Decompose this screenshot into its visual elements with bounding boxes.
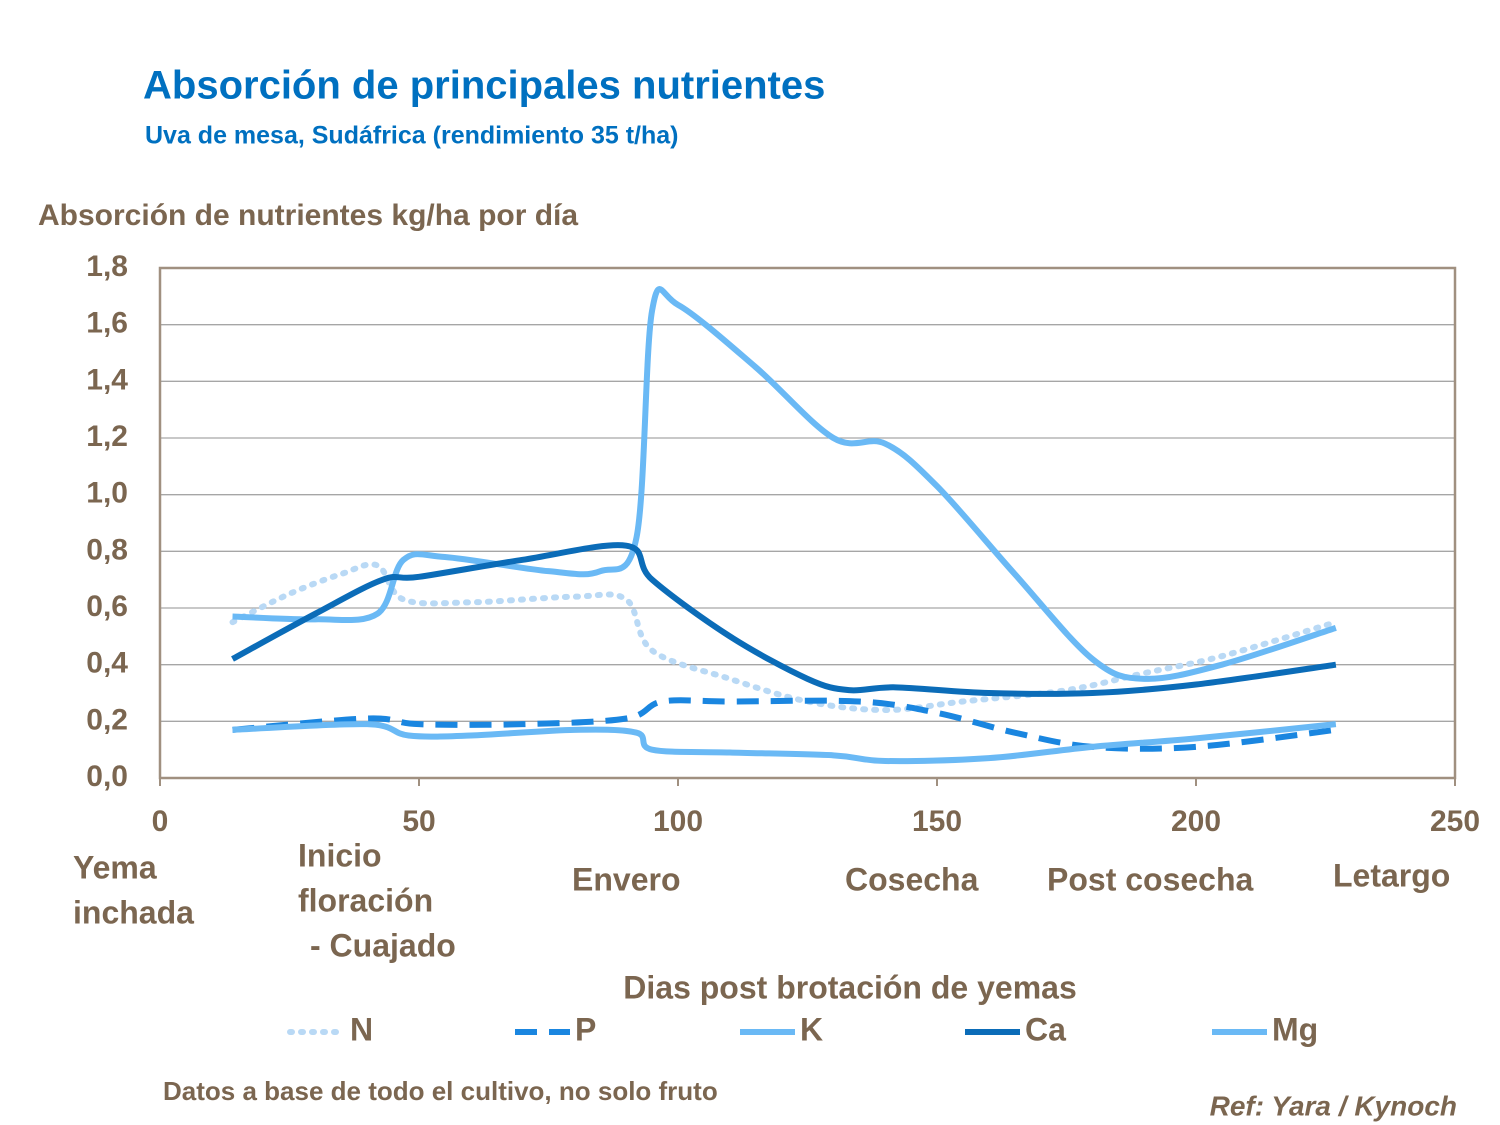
stage-label: floración [298,882,433,918]
x-tick-label: 0 [152,805,169,838]
y-tick-label: 0,4 [86,647,128,680]
chart-title: Absorción de principales nutrientes [143,64,825,108]
y-tick-label: 0,6 [86,590,128,623]
stage-label: Envero [572,861,680,897]
x-tick-label: 150 [912,805,962,838]
series-line [229,561,1339,714]
chart-subtitle: Uva de mesa, Sudáfrica (rendimiento 35 t… [145,122,679,150]
stage-label: Letargo [1333,857,1450,893]
legend-label: Mg [1272,1011,1318,1047]
x-tick-label: 50 [402,805,435,838]
y-axis-title: Absorción de nutrientes kg/ha por día [38,199,578,232]
stage-label: Yema [73,849,157,885]
series-line [232,721,1337,765]
legend-label: P [575,1011,596,1047]
x-tick-label: 100 [653,805,703,838]
y-tick-label: 1,0 [86,477,128,510]
y-tick-label: 1,8 [86,250,128,283]
stage-label: Inicio [298,837,382,873]
series-line [231,542,1337,697]
stage-label: inchada [73,894,194,930]
stage-label: - Cuajado [310,927,456,963]
stage-label: Post cosecha [1047,861,1254,897]
y-tick-label: 1,4 [86,363,128,396]
x-axis-title: Dias post brotación de yemas [623,969,1076,1005]
x-tick-label: 200 [1171,805,1221,838]
y-tick-label: 0,8 [86,533,128,566]
series-line [232,286,1337,682]
y-tick-label: 0,0 [86,760,128,793]
y-tick-label: 0,2 [86,703,128,736]
legend-label: N [350,1011,373,1047]
y-tick-label: 1,6 [86,307,128,340]
plot-frame [158,266,1457,780]
legend-label: K [800,1011,823,1047]
reference: Ref: Yara / Kynoch [1210,1090,1457,1121]
note: Datos a base de todo el cultivo, no solo… [163,1076,718,1106]
stage-label: Cosecha [845,861,979,897]
y-tick-label: 1,2 [86,420,128,453]
legend-label: Ca [1025,1011,1066,1047]
x-tick-label: 250 [1430,805,1480,838]
